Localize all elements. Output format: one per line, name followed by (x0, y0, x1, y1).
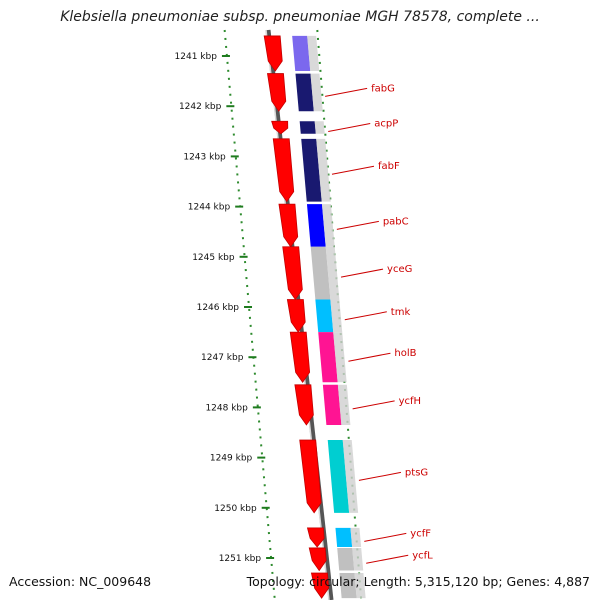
gene-category-band (292, 35, 311, 72)
ruler-tick-label: 1247 kbp (201, 353, 244, 363)
gene-label: holB (394, 348, 416, 359)
gene-shadow-band (310, 73, 323, 112)
gene-arrow (289, 331, 311, 383)
gene-leader-line (340, 268, 384, 278)
gene-arrow (294, 384, 314, 426)
gene-category-band (335, 527, 353, 547)
gene-arrow (308, 547, 327, 572)
ruler-tick-label: 1243 kbp (183, 152, 226, 162)
genome-summary: Topology: circular; Length: 5,315,120 bp… (246, 574, 590, 589)
accession-text: Accession: NC_009648 (9, 574, 152, 589)
gene-label: tmk (391, 307, 411, 318)
gene-category-band (315, 299, 334, 333)
gene-category-band (337, 547, 355, 571)
gene-arrow (271, 120, 289, 135)
gene-shadow-band (325, 246, 340, 300)
gene-category-band (318, 332, 338, 383)
gene-shadow-band (333, 332, 347, 383)
ruler-tick-label: 1251 kbp (219, 554, 262, 564)
gene-shadow-band (307, 35, 320, 72)
gene-label: ycfH (399, 396, 421, 407)
gene-label: fabF (378, 161, 400, 172)
gene-label: ycfL (412, 550, 433, 561)
gene-shadow-band (354, 573, 366, 599)
ruler-tick-label: 1248 kbp (205, 403, 248, 413)
gene-arrow (272, 138, 295, 203)
gene-leader-line (358, 471, 402, 481)
gene-leader-line (331, 165, 375, 175)
gene-category-band (295, 73, 314, 112)
gene-leader-line (344, 311, 387, 321)
gene-layer (263, 35, 366, 599)
gene-arrow (278, 203, 299, 248)
gene-arrow (286, 299, 306, 333)
gene-leader-line (366, 554, 409, 564)
gene-leader-line (336, 220, 379, 230)
gene-shadow-band (342, 440, 359, 513)
ruler-tick-label: 1244 kbp (188, 203, 231, 213)
gene-label: ycfF (410, 528, 431, 539)
outer-dotted-arc (223, 29, 276, 600)
gene-arrow (267, 73, 287, 112)
map-title: Klebsiella pneumoniae subsp. pneumoniae … (60, 9, 540, 25)
gene-label: yceG (387, 264, 412, 275)
ruler-tick-label: 1246 kbp (197, 303, 240, 313)
gene-leader-line (325, 87, 368, 97)
ruler-tick-label: 1245 kbp (192, 253, 235, 263)
gene-leader-line (352, 400, 395, 410)
gene-category-band (327, 440, 350, 513)
ruler-layer: 1241 kbp 1242 kbp 1243 kbp 1244 kbp 1245 kbp… (175, 52, 275, 564)
gene-arrow (263, 35, 283, 72)
gene-label: pabC (383, 216, 409, 227)
gene-shadow-band (337, 384, 351, 425)
gene-shadow-band (352, 547, 364, 571)
gene-shadow-band (330, 299, 343, 333)
gene-category-band (299, 121, 316, 134)
gene-label: acpP (374, 119, 398, 130)
gene-arrow (310, 572, 330, 599)
gene-leader-line (364, 532, 407, 542)
gene-category-band (322, 384, 342, 425)
gene-label: fabG (371, 83, 395, 94)
gene-category-band (306, 204, 326, 247)
gene-shadow-band (321, 204, 335, 247)
gene-leader-line (328, 123, 371, 133)
gene-shadow-band (316, 138, 331, 202)
gene-arrow (299, 439, 322, 514)
gene-leader-line (348, 352, 391, 362)
gene-category-band (301, 138, 322, 202)
ruler-tick-label: 1250 kbp (214, 504, 257, 514)
gene-label: ptsG (405, 467, 428, 478)
gene-category-band (310, 246, 331, 300)
gene-arrow (282, 246, 303, 301)
gene-shadow-band (314, 121, 325, 134)
label-layer: fabG acpP fabF pabC yceG tmk holB ycfH ptsG ycfF y… (325, 83, 433, 564)
gene-category-band (339, 573, 357, 599)
ruler-tick-label: 1242 kbp (179, 102, 222, 112)
ruler-tick-label: 1249 kbp (210, 454, 253, 464)
gene-shadow-band (350, 527, 362, 547)
ruler-tick-label: 1241 kbp (175, 52, 218, 62)
gene-arrow (306, 527, 325, 548)
